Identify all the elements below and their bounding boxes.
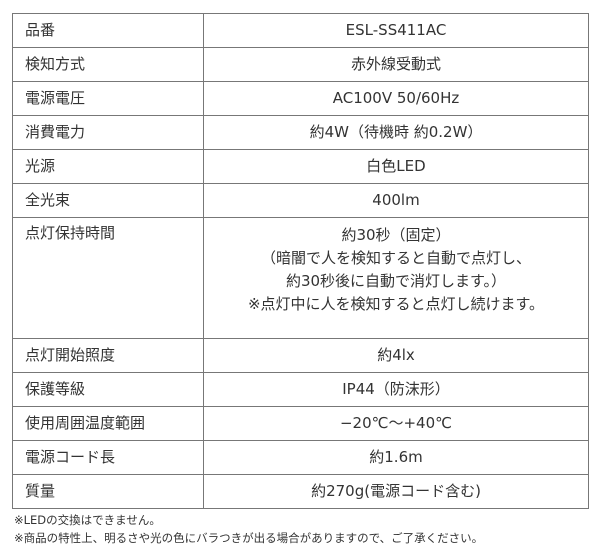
- spec-row: 電源電圧 AC100V 50/60Hz: [12, 81, 589, 116]
- spec-value: 赤外線受動式: [203, 47, 589, 82]
- spec-label: 品番: [12, 13, 204, 48]
- spec-row: 電源コード長 約1.6m: [12, 440, 589, 475]
- spec-value-line: ESL-SS411AC: [345, 21, 447, 39]
- spec-value-line: 約4lx: [377, 346, 415, 364]
- spec-row: 点灯開始照度 約4lx: [12, 338, 589, 373]
- spec-value-line: −20℃〜+40℃: [339, 414, 452, 432]
- spec-value: −20℃〜+40℃: [203, 406, 589, 441]
- spec-row: 全光束 400lm: [12, 183, 589, 218]
- spec-label: 点灯保持時間: [12, 217, 204, 339]
- spec-value-line: 約30秒（固定）: [341, 226, 451, 244]
- spec-row: 保護等級 IP44（防沫形）: [12, 372, 589, 407]
- spec-value: 約4lx: [203, 338, 589, 373]
- spec-label: 点灯開始照度: [12, 338, 204, 373]
- spec-label: 電源電圧: [12, 81, 204, 116]
- spec-row: 消費電力 約4W（待機時 約0.2W）: [12, 115, 589, 150]
- spec-label: 電源コード長: [12, 440, 204, 475]
- spec-value-line: 白色LED: [366, 157, 426, 175]
- footnotes: ※LEDの交換はできません。 ※商品の特性上、明るさや光の色にバラつきが出る場合…: [14, 511, 483, 547]
- spec-value-line: 赤外線受動式: [350, 55, 441, 73]
- spec-value: 約30秒（固定） （暗闇で人を検知すると自動で点灯し、 約30秒後に自動で消灯します…: [203, 217, 589, 339]
- spec-value: IP44（防沫形）: [203, 372, 589, 407]
- spec-value-line: 約270g(電源コード含む): [311, 482, 481, 500]
- spec-row: 点灯保持時間 約30秒（固定） （暗闇で人を検知すると自動で点灯し、 約30秒後に自動…: [12, 217, 589, 339]
- spec-label: 検知方式: [12, 47, 204, 82]
- spec-label: 光源: [12, 149, 204, 184]
- spec-value-line: 400lm: [372, 191, 420, 209]
- spec-label: 使用周囲温度範囲: [12, 406, 204, 441]
- spec-value: 約4W（待機時 約0.2W）: [203, 115, 589, 150]
- spec-row: 検知方式 赤外線受動式: [12, 47, 589, 82]
- spec-value-line: 約1.6m: [369, 448, 423, 466]
- spec-table: 品番 ESL-SS411AC 検知方式 赤外線受動式電源電圧 AC100V 50/60H…: [12, 13, 589, 509]
- spec-row: 光源 白色LED: [12, 149, 589, 184]
- footnote: ※商品の特性上、明るさや光の色にバラつきが出る場合がありますので、ご了承ください…: [14, 531, 484, 545]
- spec-row: 品番 ESL-SS411AC: [12, 13, 589, 48]
- spec-value-line: 約4W（待機時 約0.2W）: [309, 123, 483, 141]
- spec-value-line: IP44（防沫形）: [342, 380, 450, 398]
- spec-label: 保護等級: [12, 372, 204, 407]
- spec-value-line: ※点灯中に人を検知すると点灯し続けます。: [247, 295, 545, 313]
- spec-label: 全光束: [12, 183, 204, 218]
- spec-value: 約270g(電源コード含む): [203, 474, 589, 509]
- spec-value: AC100V 50/60Hz: [203, 81, 589, 116]
- spec-label: 質量: [12, 474, 204, 509]
- spec-label: 消費電力: [12, 115, 204, 150]
- spec-row: 質量 約270g(電源コード含む): [12, 474, 589, 509]
- spec-value: ESL-SS411AC: [203, 13, 589, 48]
- footnote: ※LEDの交換はできません。: [14, 513, 161, 527]
- spec-value-line: （暗闇で人を検知すると自動で点灯し、: [260, 249, 531, 267]
- spec-value: 白色LED: [203, 149, 589, 184]
- spec-value-line: 約30秒後に自動で消灯します。）: [285, 272, 507, 290]
- spec-value-line: AC100V 50/60Hz: [332, 89, 460, 107]
- spec-row: 使用周囲温度範囲 −20℃〜+40℃: [12, 406, 589, 441]
- spec-value: 400lm: [203, 183, 589, 218]
- spec-value: 約1.6m: [203, 440, 589, 475]
